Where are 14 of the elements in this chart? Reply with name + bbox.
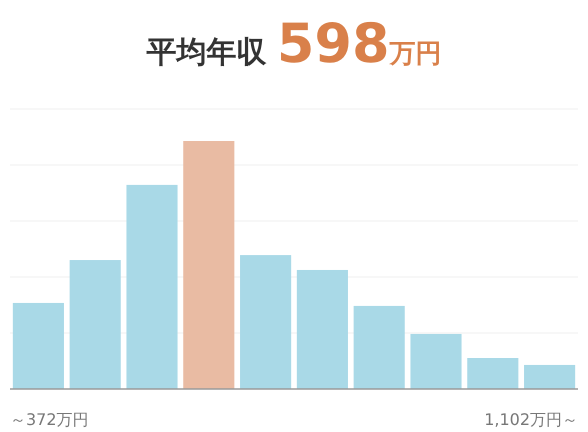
bar: [354, 306, 405, 389]
chart-subtitle: 598万円: [276, 12, 442, 75]
bar: [524, 364, 576, 389]
bar: [126, 184, 178, 389]
chart-title: 平均年収: [145, 35, 277, 70]
bar: [12, 302, 64, 389]
bar: [183, 141, 234, 389]
bar: [296, 270, 348, 389]
bar: [467, 358, 518, 389]
bar: [70, 260, 121, 389]
x-tick-label: 1,102万円～: [484, 410, 578, 429]
bar: [410, 334, 462, 389]
bar: [240, 255, 292, 389]
x-tick-label: ～372万円: [10, 410, 89, 429]
